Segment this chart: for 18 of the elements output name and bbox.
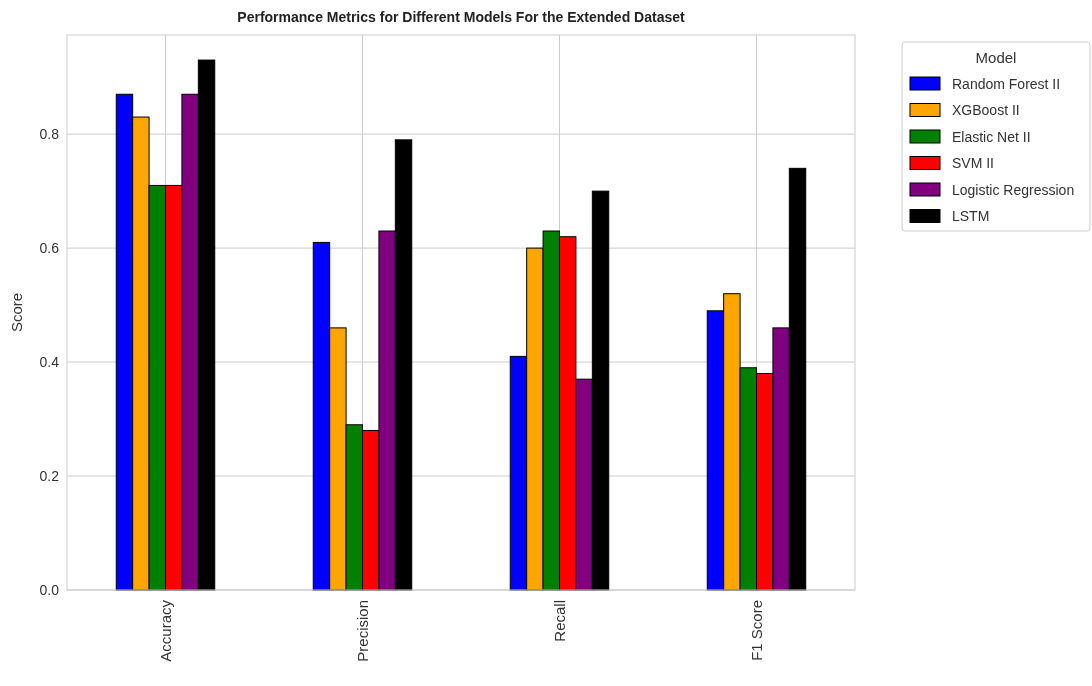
y-tick-label: 0.2 <box>39 467 60 484</box>
legend-label: XGBoost II <box>952 102 1020 119</box>
legend-title: Model <box>975 49 1017 66</box>
y-tick-label: 0.4 <box>39 353 60 370</box>
legend-label: LSTM <box>952 208 990 225</box>
legend-label: Random Forest II <box>952 75 1061 92</box>
x-tick-label: Precision <box>353 600 371 662</box>
legend-label: Elastic Net II <box>952 128 1031 145</box>
y-tick-label: 0.8 <box>39 126 60 143</box>
y-tick-label: 0.0 <box>39 581 60 598</box>
x-tick-label: Recall <box>550 600 568 642</box>
y-tick-label: 0.6 <box>39 240 60 257</box>
chart-title: Performance Metrics for Different Models For the Extended Dataset <box>237 9 685 25</box>
legend-label: SVM II <box>952 155 995 172</box>
x-tick-label: F1 Score <box>747 600 765 661</box>
y-axis-title: Score <box>8 292 25 333</box>
legend-label: Logistic Regression <box>952 181 1075 198</box>
x-tick-label: Accuracy <box>156 599 174 662</box>
